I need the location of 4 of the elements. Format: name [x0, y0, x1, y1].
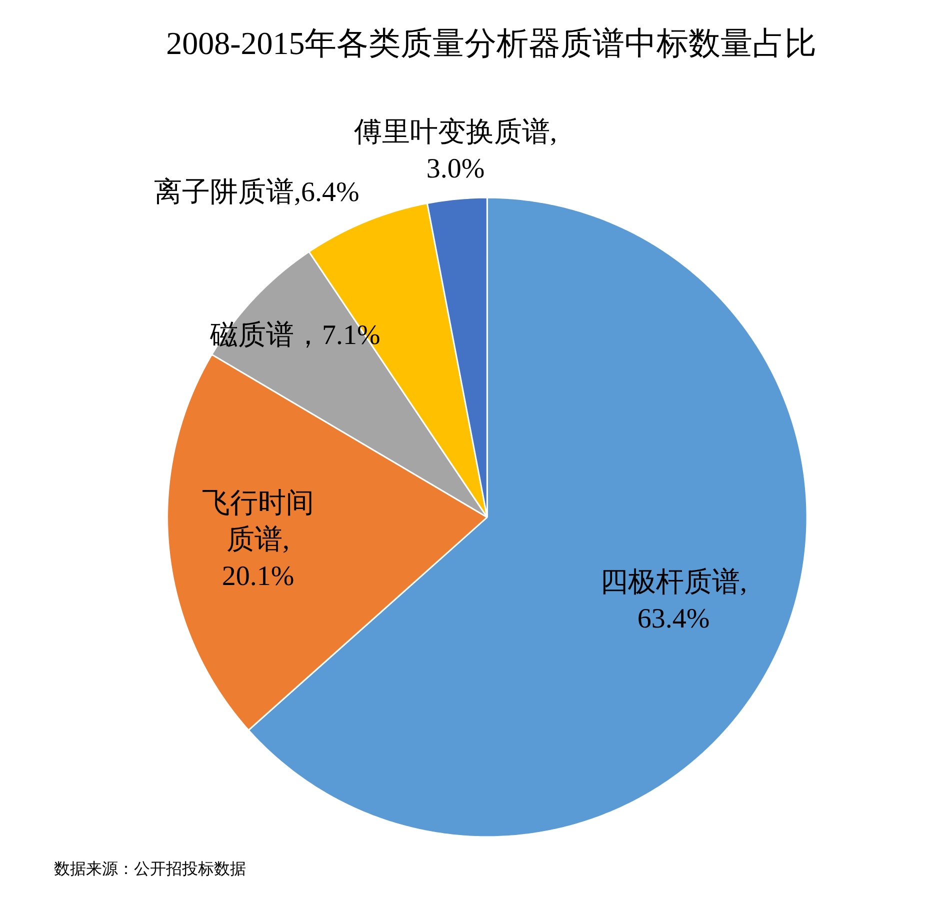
- chart-title: 2008-2015年各类质量分析器质谱中标数量占比: [166, 24, 817, 61]
- slice-label: 飞行时间质谱,20.1%: [202, 488, 314, 592]
- source-note: 数据来源：公开招投标数据: [54, 860, 246, 878]
- slice-label: 四极杆质谱,63.4%: [600, 567, 747, 634]
